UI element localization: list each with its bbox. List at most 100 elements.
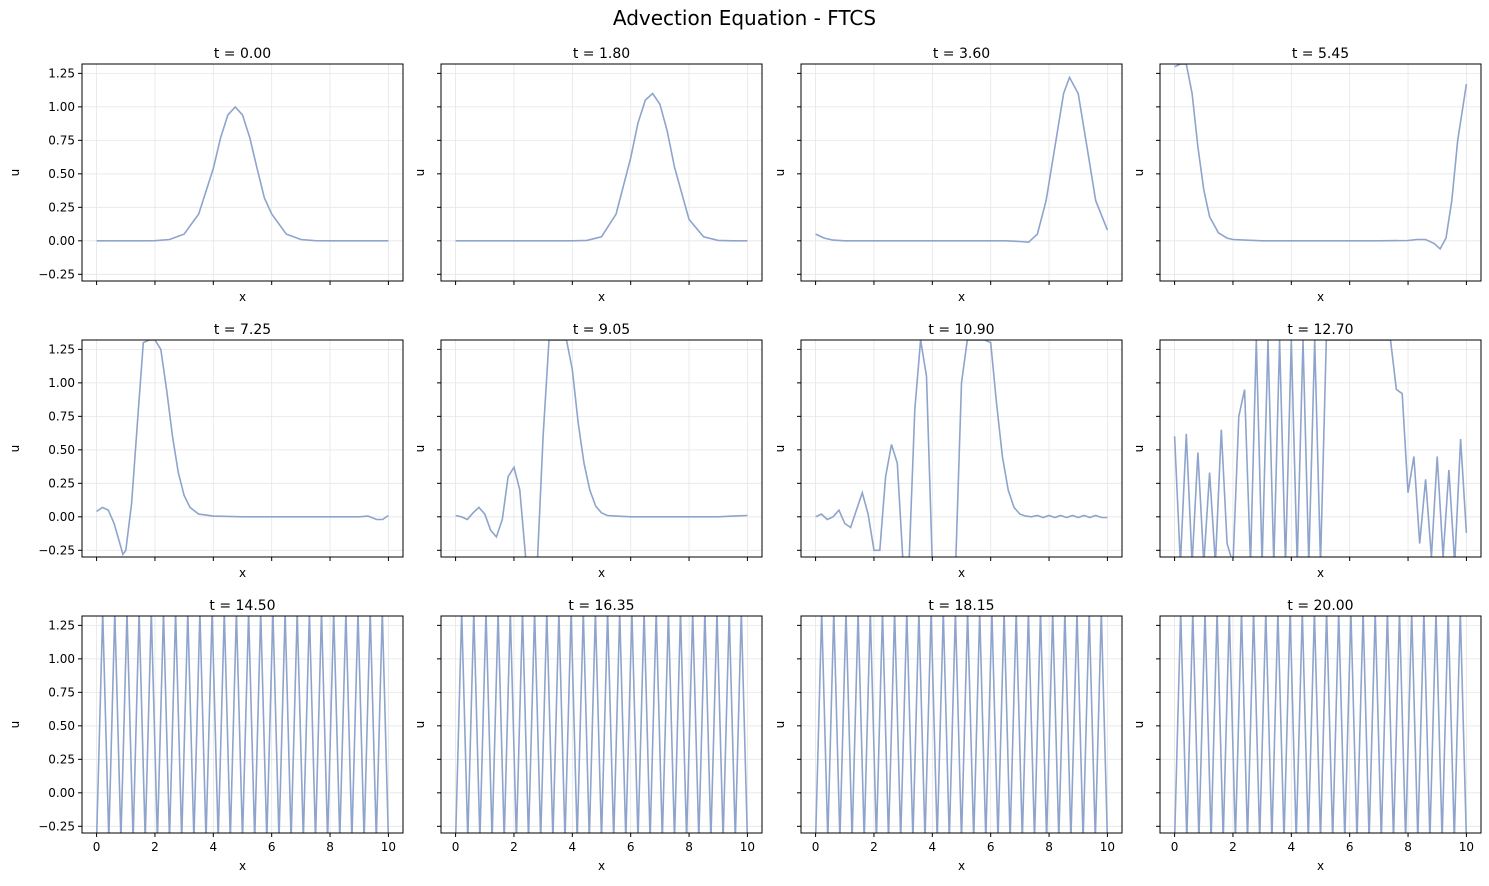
subplot-title: t = 0.00 xyxy=(214,46,271,62)
y-tick-label: 0.25 xyxy=(48,752,75,766)
y-axis-label: u xyxy=(413,445,427,453)
series-line xyxy=(815,340,1108,557)
subplot-2: t = 1.80 x u xyxy=(413,46,763,304)
subplot-title: t = 3.60 xyxy=(933,46,990,62)
y-axis-label: u xyxy=(773,445,787,453)
axes-frame xyxy=(1159,339,1482,558)
y-tick-label: 1.00 xyxy=(48,652,75,666)
subplot-5: −0.25 0.00 0.25 0.50 0.75 1.00 1.25 t = 7.25 x u xyxy=(8,322,404,580)
x-tick-label: 4 xyxy=(928,840,936,854)
x-axis-label: x xyxy=(598,290,605,304)
x-tick-label: 0 xyxy=(1171,840,1179,854)
y-tick-label: −0.25 xyxy=(38,819,75,833)
subplot-title: t = 5.45 xyxy=(1292,46,1349,62)
x-tick-label: 6 xyxy=(268,840,276,854)
subplot-title: t = 9.05 xyxy=(573,322,630,338)
series-line xyxy=(96,105,389,242)
y-tick-label: 1.00 xyxy=(48,100,75,114)
series-line xyxy=(96,340,389,557)
y-tick-label: 0.25 xyxy=(48,200,75,214)
x-axis-label: x xyxy=(239,290,246,304)
x-tick-label: 2 xyxy=(1229,840,1237,854)
axes-frame xyxy=(440,63,763,282)
subplot-title: t = 18.15 xyxy=(928,598,994,614)
x-tick-label: 2 xyxy=(870,840,878,854)
y-axis-label: u xyxy=(8,445,22,453)
y-tick-label: 0.50 xyxy=(48,167,75,181)
axes-frame xyxy=(1159,63,1482,282)
axes-frame xyxy=(800,339,1123,558)
x-axis-label: x xyxy=(598,566,605,580)
x-tick-label: 0 xyxy=(452,840,460,854)
axes-frame xyxy=(1159,615,1482,834)
subplot-7: t = 10.90 x u xyxy=(773,322,1123,580)
subplot-title: t = 20.00 xyxy=(1287,598,1353,614)
x-axis-label: x xyxy=(1317,290,1324,304)
y-tick-label: 0.50 xyxy=(48,719,75,733)
y-tick-label: −0.25 xyxy=(38,267,75,281)
series-line xyxy=(455,92,748,242)
x-tick-label: 10 xyxy=(740,840,755,854)
x-tick-label: 6 xyxy=(627,840,635,854)
y-tick-label: 0.00 xyxy=(48,510,75,524)
y-tick-label: 0.75 xyxy=(48,133,75,147)
y-tick-label: 0.50 xyxy=(48,443,75,457)
subplot-title: t = 1.80 xyxy=(573,46,630,62)
y-axis-label: u xyxy=(773,721,787,729)
x-tick-label: 10 xyxy=(1459,840,1474,854)
x-tick-label: 8 xyxy=(1045,840,1053,854)
x-tick-label: 6 xyxy=(987,840,995,854)
subplot-6: t = 9.05 x u xyxy=(413,322,763,580)
x-axis-label: x xyxy=(958,859,965,873)
x-axis-label: x xyxy=(598,859,605,873)
subplot-4: t = 5.45 x u xyxy=(1132,46,1482,304)
x-tick-label: 10 xyxy=(1100,840,1115,854)
x-tick-label: 4 xyxy=(209,840,217,854)
x-axis-label: x xyxy=(958,566,965,580)
x-tick-label: 0 xyxy=(93,840,101,854)
x-tick-label: 8 xyxy=(685,840,693,854)
y-tick-label: 1.25 xyxy=(48,618,75,632)
subplot-title: t = 14.50 xyxy=(209,598,275,614)
y-axis-label: u xyxy=(413,169,427,177)
x-tick-label: 4 xyxy=(568,840,576,854)
y-axis-label: u xyxy=(1132,721,1146,729)
subplot-1: −0.25 0.00 0.25 0.50 0.75 1.00 1.25 t = 0.00 x u xyxy=(8,46,404,304)
y-tick-label: −0.25 xyxy=(38,543,75,557)
x-axis-label: x xyxy=(239,566,246,580)
x-tick-label: 8 xyxy=(1404,840,1412,854)
y-tick-label: 0.00 xyxy=(48,234,75,248)
axes-frame xyxy=(440,339,763,558)
x-axis-label: x xyxy=(1317,859,1324,873)
x-tick-label: 2 xyxy=(151,840,159,854)
y-axis-label: u xyxy=(8,721,22,729)
subplot-11: 0 2 4 6 8 10 t = 18.15 x u xyxy=(773,598,1123,873)
y-tick-label: 1.00 xyxy=(48,376,75,390)
x-tick-label: 10 xyxy=(381,840,396,854)
y-tick-label: 0.00 xyxy=(48,786,75,800)
x-tick-label: 6 xyxy=(1346,840,1354,854)
axes-frame xyxy=(800,615,1123,834)
series-line xyxy=(1174,64,1468,251)
subplot-title: t = 10.90 xyxy=(928,322,994,338)
axes-frame xyxy=(81,63,404,282)
x-tick-label: 8 xyxy=(326,840,334,854)
subplot-8: t = 12.70 x u xyxy=(1132,322,1482,580)
y-axis-label: u xyxy=(8,169,22,177)
subplot-12: 0 2 4 6 8 10 t = 20.00 x u xyxy=(1132,598,1482,873)
y-axis-label: u xyxy=(1132,169,1146,177)
subplot-title: t = 16.35 xyxy=(568,598,634,614)
x-tick-label: 2 xyxy=(510,840,518,854)
series-line xyxy=(815,75,1109,244)
figure-title: Advection Equation - FTCS xyxy=(612,6,877,30)
subplot-10: 0 2 4 6 8 10 t = 16.35 x u xyxy=(413,598,763,873)
axes-frame xyxy=(81,615,404,834)
axes-frame xyxy=(81,339,404,558)
x-axis-label: x xyxy=(1317,566,1324,580)
x-tick-label: 4 xyxy=(1287,840,1295,854)
x-axis-label: x xyxy=(958,290,965,304)
x-axis-label: x xyxy=(239,859,246,873)
y-tick-label: 0.75 xyxy=(48,409,75,423)
y-tick-label: 0.25 xyxy=(48,476,75,490)
